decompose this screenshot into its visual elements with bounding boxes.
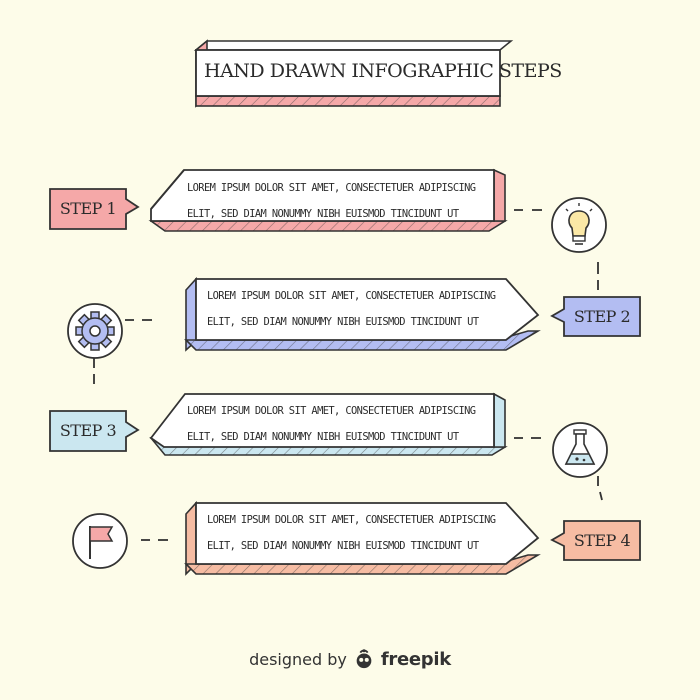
step-1-text-line-2: ELIT, SED DIAM NONUMMY NIBH EUISMOD TINC… xyxy=(187,208,459,220)
step-3-connector xyxy=(514,437,603,501)
step-1-label: STEP 1 xyxy=(59,199,117,218)
step-4-tag xyxy=(550,520,641,561)
title-banner xyxy=(193,39,514,108)
step-2-connector xyxy=(93,319,152,384)
step-3-text-line-2: ELIT, SED DIAM NONUMMY NIBH EUISMOD TINC… xyxy=(187,431,459,443)
step-2-tag xyxy=(550,296,641,337)
step-1-text-line-1: LOREM IPSUM DOLOR SIT AMET, CONSECTETUER… xyxy=(187,182,476,194)
lightbulb-icon xyxy=(551,197,607,253)
step-4-text: LOREM IPSUM DOLOR SIT AMET, CONSECTETUER… xyxy=(207,507,527,559)
step-2-label: STEP 2 xyxy=(573,307,631,326)
step-3-label: STEP 3 xyxy=(59,421,117,440)
freepik-brand-text: freepik xyxy=(380,648,451,670)
step-2-panel xyxy=(184,276,541,352)
step-3-panel xyxy=(149,392,508,456)
gear-icon xyxy=(67,303,123,359)
step-4-text-line-1: LOREM IPSUM DOLOR SIT AMET, CONSECTETUER… xyxy=(207,514,496,526)
step-3-text-line-1: LOREM IPSUM DOLOR SIT AMET, CONSECTETUER… xyxy=(187,405,476,417)
flask-icon xyxy=(552,422,608,478)
designed-by-text: designed by xyxy=(249,649,347,669)
step-4-panel xyxy=(184,500,541,576)
flag-icon xyxy=(72,513,128,569)
step-1-tag xyxy=(49,188,140,230)
step-1-connector xyxy=(514,209,599,290)
step-3-tag xyxy=(49,410,140,452)
step-1-panel xyxy=(148,168,508,232)
step-4-text-line-2: ELIT, SED DIAM NONUMMY NIBH EUISMOD TINC… xyxy=(207,540,479,552)
step-2-text: LOREM IPSUM DOLOR SIT AMET, CONSECTETUER… xyxy=(207,283,527,335)
freepik-logo-icon xyxy=(356,649,372,669)
step-2-text-line-2: ELIT, SED DIAM NONUMMY NIBH EUISMOD TINC… xyxy=(207,316,479,328)
step-1-text: LOREM IPSUM DOLOR SIT AMET, CONSECTETUER… xyxy=(187,175,507,227)
step-3-text: LOREM IPSUM DOLOR SIT AMET, CONSECTETUER… xyxy=(187,398,507,450)
step-4-label: STEP 4 xyxy=(573,531,631,550)
step-2-text-line-1: LOREM IPSUM DOLOR SIT AMET, CONSECTETUER… xyxy=(207,290,496,302)
page-title: Hand Drawn Infographic Steps xyxy=(204,60,562,82)
footer-credit: designed by freepik xyxy=(0,645,700,673)
